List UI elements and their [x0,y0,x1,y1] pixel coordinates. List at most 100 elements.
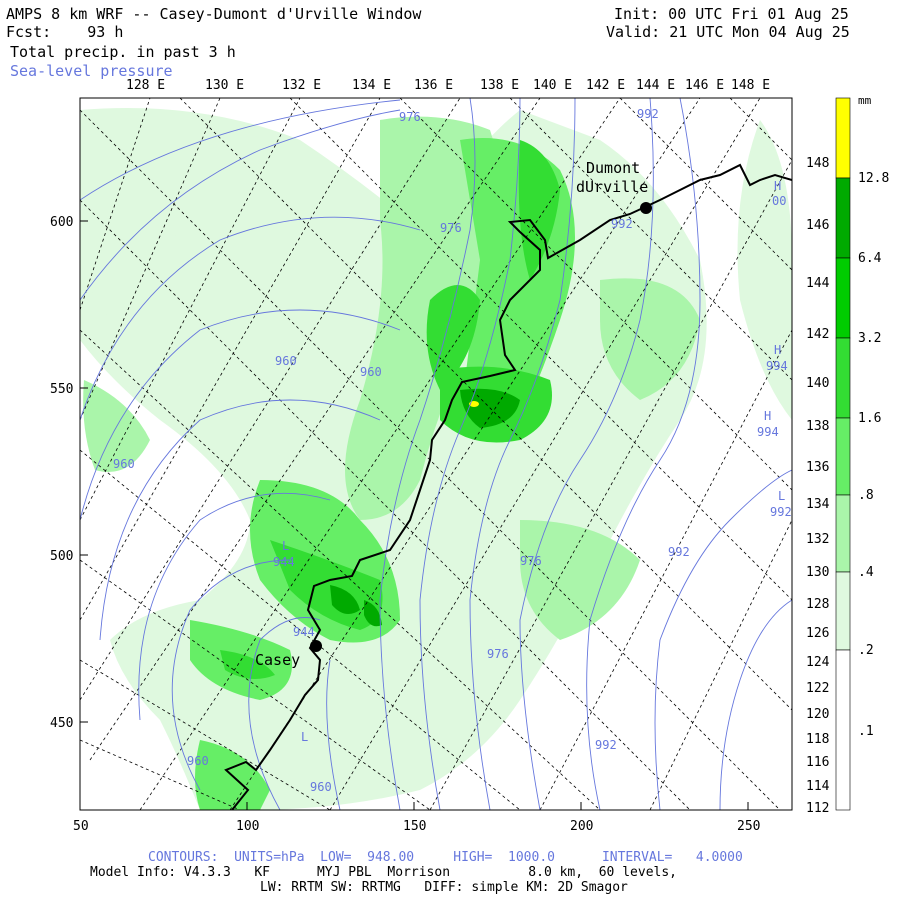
precip-colorbar: mm 12.8 6.4 3.2 1.6 .8 .4 .2 .1 [835,94,889,811]
contour-label: 992 [637,107,659,121]
x-axis-label: 250 [737,819,760,834]
x-axis-labels: 50 100 150 200 250 [73,802,760,834]
contour-label: 992 [770,505,792,519]
high-marker: H [764,409,771,423]
contour-label: 994 [757,425,779,439]
low-marker: L [282,539,289,553]
overlay-label: Sea-level pressure [10,62,173,80]
lat-label: 134 [806,497,830,512]
lat-label: 132 [806,532,829,547]
colorbar-level: 12.8 [858,171,889,186]
coastline [224,163,792,810]
lon-label: 134 E [352,78,391,93]
contour-info: CONTOURS: UNITS=hPa LOW= 948.00 HIGH= 10… [148,850,743,865]
contour-label: 976 [487,647,509,661]
colorbar-level: 1.6 [858,411,881,426]
contour-label: 992 [611,217,633,231]
lat-label: 146 [806,218,829,233]
plot-area: 976 992 960 960 960 944 944 976 976 992 … [80,98,792,810]
lon-label: 138 E [480,78,519,93]
lon-label: 142 E [586,78,625,93]
colorbar-swatch [835,337,851,419]
lon-label: 140 E [533,78,572,93]
contour-label: 960 [275,354,297,368]
colorbar-level: .4 [858,565,874,580]
lon-label: 132 E [282,78,321,93]
contour-label: 976 [440,221,462,235]
isobars [80,98,792,810]
lat-label: 122 [806,681,829,696]
colorbar-swatch [835,177,851,259]
lon-labels: 128 E 130 E 132 E 134 E 136 E 138 E 140 … [126,78,770,93]
model-info-line1: Model Info: V4.3.3 KF MYJ PBL Morrison 8… [90,865,677,880]
colorbar-swatch [835,257,851,339]
lat-label: 126 [806,626,829,641]
y-axis-label: 500 [50,549,73,564]
station-label-casey: Casey [255,651,300,669]
pressure-centers: L L H H L H [282,179,785,744]
lat-label: 112 [806,801,829,816]
lat-label: 114 [806,779,830,794]
lat-label: 118 [806,732,829,747]
contour-label: 960 [187,754,209,768]
plot-frame [79,97,793,811]
x-axis-label: 200 [570,819,593,834]
lat-labels: 148 146 144 142 140 138 136 134 132 130 … [806,156,830,816]
contour-label: 00 [772,194,786,208]
colorbar-level: 6.4 [858,251,882,266]
contour-label: 960 [360,365,382,379]
colorbar-swatch [835,417,851,496]
low-marker: L [778,489,785,503]
lat-label: 142 [806,327,829,342]
map-title: AMPS 8 km WRF -- Casey-Dumont d'Urville … [6,5,422,23]
lat-label: 136 [806,460,829,475]
y-axis-label: 600 [50,215,73,230]
contour-label: 992 [668,545,690,559]
station-dot-icon [310,640,322,652]
lon-label: 130 E [205,78,244,93]
lon-label: 146 E [685,78,724,93]
valid-time: Valid: 21 UTC Mon 04 Aug 25 [606,23,850,41]
lat-label: 116 [806,755,829,770]
station-dot-icon [640,202,652,214]
lat-label: 124 [806,655,830,670]
lat-label: 140 [806,376,829,391]
station-label-dumont-line2: dUrville [576,178,648,196]
lat-label: 148 [806,156,829,171]
contour-label: 944 [273,555,295,569]
contour-label: 960 [310,780,332,794]
field-label: Total precip. in past 3 h [10,43,236,61]
colorbar-unit: mm [858,94,872,107]
lat-label: 144 [806,276,830,291]
model-info-line2: LW: RRTM SW: RRTMG DIFF: simple KM: 2D S… [260,880,628,895]
lat-label: 128 [806,597,829,612]
lat-label: 138 [806,419,829,434]
lat-label: 130 [806,565,829,580]
colorbar-level: .2 [858,643,874,658]
contour-label: 960 [113,457,135,471]
lon-label: 144 E [636,78,675,93]
lat-label: 120 [806,707,829,722]
init-time: Init: 00 UTC Fri 01 Aug 25 [614,5,849,23]
contour-label: 976 [520,554,542,568]
colorbar-swatch [835,649,851,811]
colorbar-swatch [835,571,851,651]
colorbar-level: .1 [858,724,874,739]
colorbar-level: 3.2 [858,331,881,346]
y-axis-labels: 600 550 500 450 [50,215,88,731]
station-label-dumont-line1: Dumont [586,159,640,177]
lon-label: 128 E [126,78,165,93]
contour-label: 994 [766,359,788,373]
contour-label: 976 [399,110,421,124]
y-axis-label: 550 [50,382,73,397]
contour-label: 944 [293,625,315,639]
station-dumont: Dumont dUrville [576,159,652,214]
high-marker: H [774,179,781,193]
forecast-hour: Fcst: 93 h [6,23,124,41]
contour-label: 992 [595,738,617,752]
x-axis-label: 50 [73,819,89,834]
lon-label: 148 E [731,78,770,93]
x-axis-label: 150 [403,819,426,834]
high-marker: H [774,343,781,357]
